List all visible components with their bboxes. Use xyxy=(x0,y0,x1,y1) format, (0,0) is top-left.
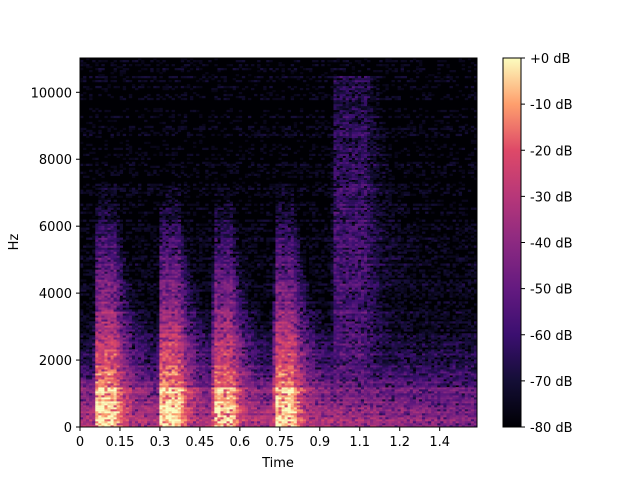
plot-area xyxy=(79,57,478,428)
colorbar-gradient xyxy=(502,57,522,428)
y-tick-label: 8000 xyxy=(39,153,72,168)
colorbar-tick-label: -10 dB xyxy=(530,98,573,113)
x-tick-label: 0.75 xyxy=(265,435,294,450)
colorbar-tick-label: -50 dB xyxy=(530,283,573,298)
x-tick-label: 1.4 xyxy=(429,435,450,450)
x-tick-label: 0 xyxy=(76,435,84,450)
plot-frame xyxy=(79,57,478,428)
x-axis: 0 0.15 0.3 0.45 0.6 0.75 0.9 1.1 1.2 1.4 xyxy=(76,427,450,450)
x-tick-label: 1.1 xyxy=(349,435,370,450)
colorbar-tick-label: -60 dB xyxy=(530,329,573,344)
y-tick-label: 4000 xyxy=(39,287,72,302)
colorbar-ticks: +0 dB -10 dB -20 dB -30 dB -40 dB -50 dB -60 d… xyxy=(521,52,573,436)
y-axis: 0 2000 4000 6000 8000 10000 xyxy=(31,86,80,436)
colorbar-tick-label: -80 dB xyxy=(530,421,573,436)
y-axis-label: Hz xyxy=(7,234,22,251)
x-axis-label: Time xyxy=(261,456,294,471)
spectrogram-cells xyxy=(80,58,477,427)
x-tick-label: 0.6 xyxy=(230,435,251,450)
y-tick-label: 0 xyxy=(64,421,72,436)
x-tick-label: 0.3 xyxy=(150,435,171,450)
colorbar-tick-label: -20 dB xyxy=(530,144,573,159)
y-tick-label: 10000 xyxy=(31,86,72,101)
colorbar-tick-label: +0 dB xyxy=(530,52,570,67)
x-tick-label: 0.15 xyxy=(105,435,134,450)
colorbar-tick-label: -30 dB xyxy=(530,190,573,205)
x-tick-label: 0.9 xyxy=(309,435,330,450)
colorbar-tick-label: -40 dB xyxy=(530,237,573,252)
x-tick-label: 0.45 xyxy=(185,435,214,450)
x-tick-label: 1.2 xyxy=(389,435,410,450)
y-tick-label: 2000 xyxy=(39,354,72,369)
colorbar: +0 dB -10 dB -20 dB -30 dB -40 dB -50 dB -60 d… xyxy=(502,52,573,436)
y-tick-label: 6000 xyxy=(39,220,72,235)
colorbar-tick-label: -70 dB xyxy=(530,375,573,390)
